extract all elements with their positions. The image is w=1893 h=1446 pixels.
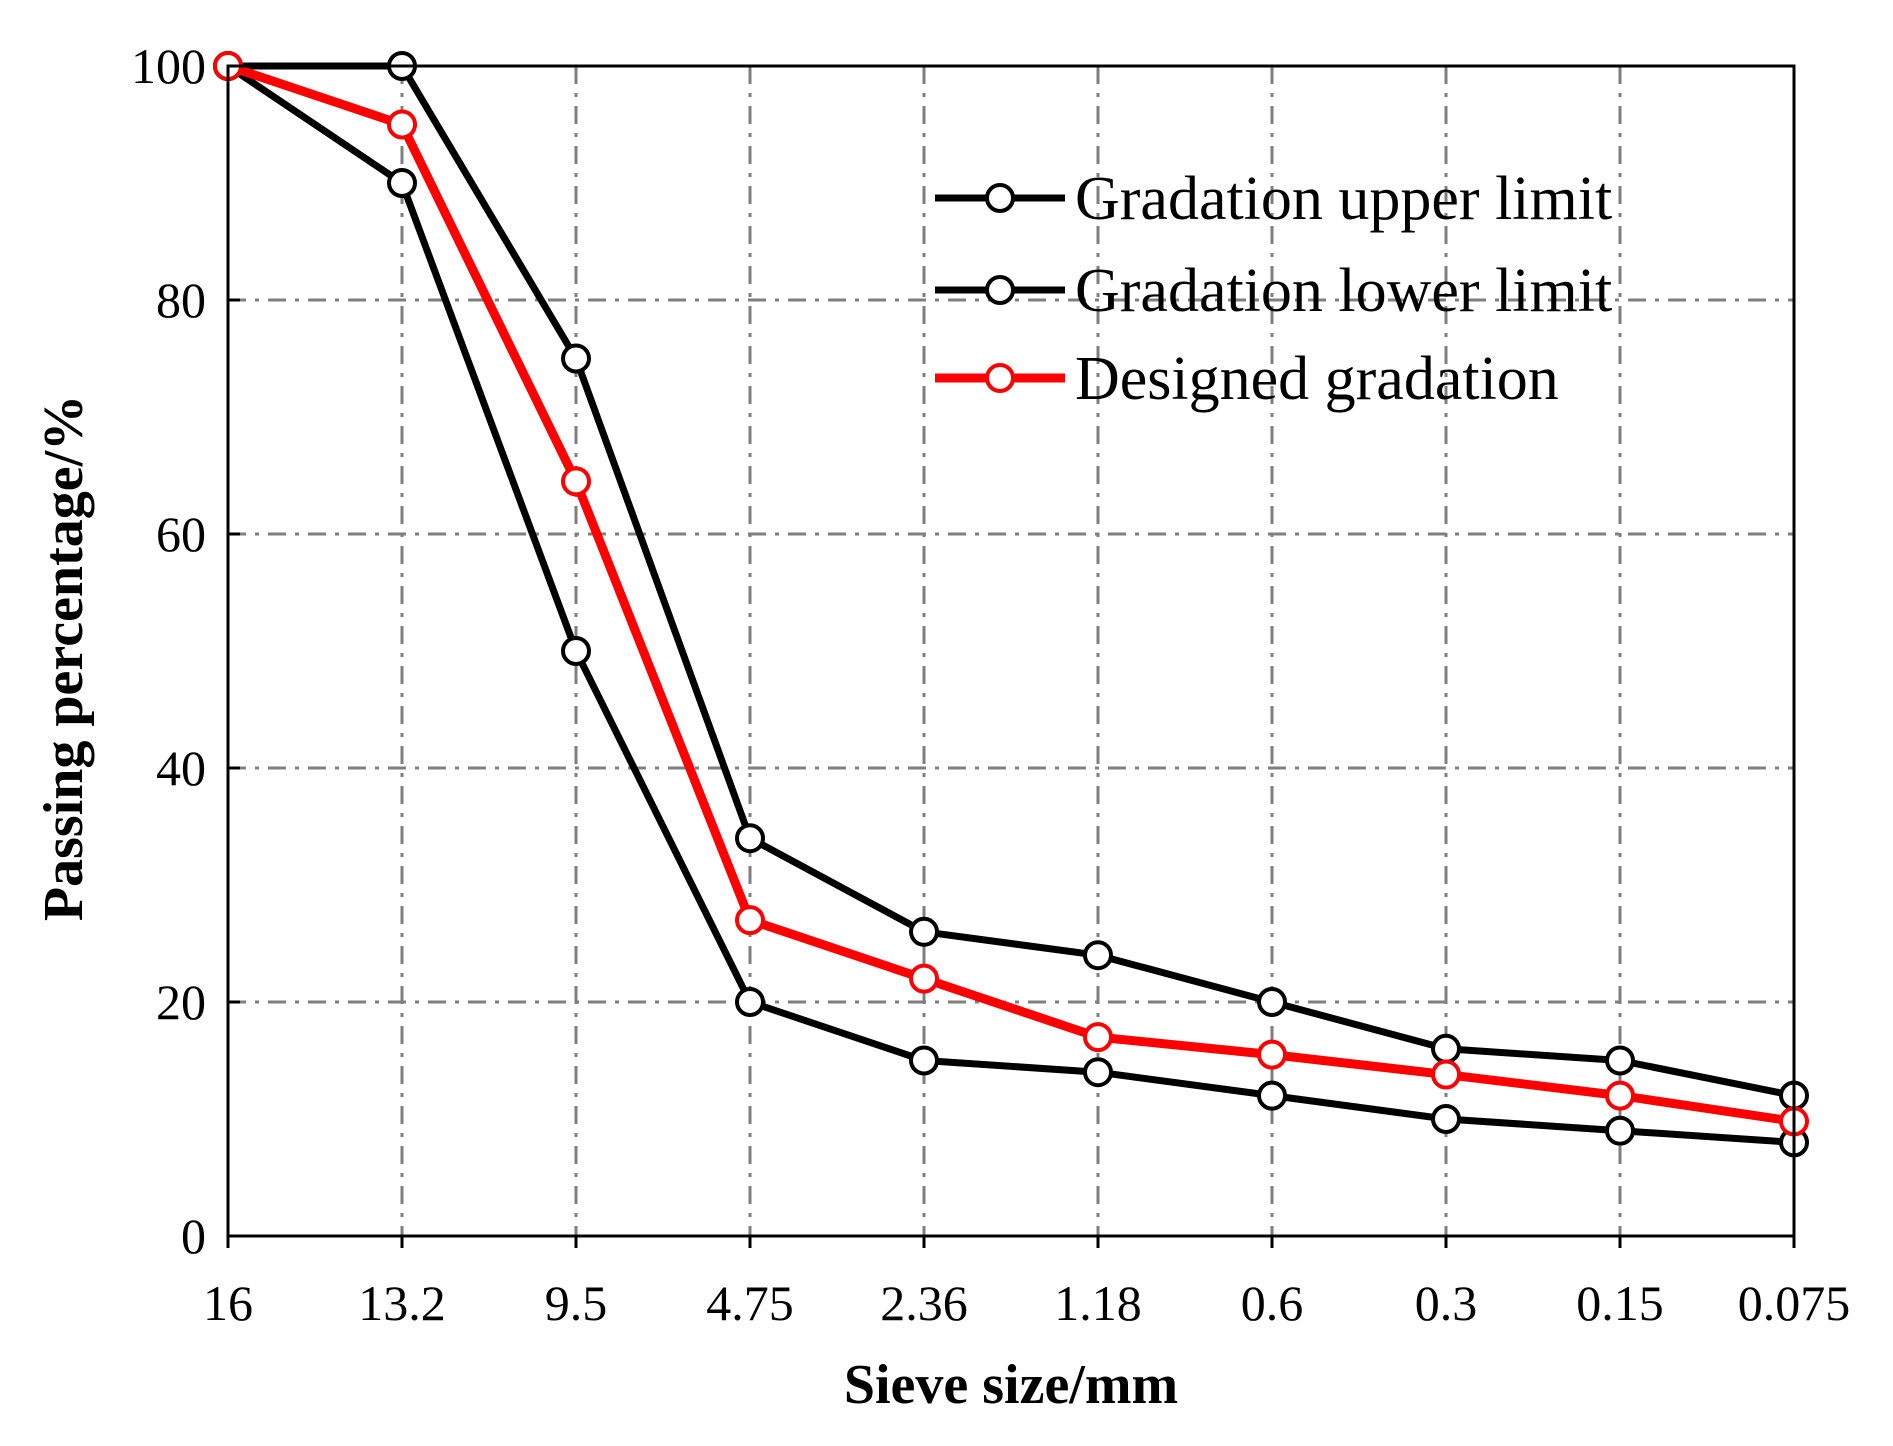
y-tick-label: 80 <box>156 272 206 328</box>
legend-label: Gradation lower limit <box>1075 257 1612 325</box>
x-axis-title: Sieve size/mm <box>844 1354 1178 1416</box>
x-tick-label: 0.075 <box>1738 1275 1851 1331</box>
data-point <box>735 905 765 936</box>
x-tick-label: 1.18 <box>1054 1275 1142 1331</box>
x-tick-label: 16 <box>203 1275 253 1331</box>
legend-label: Designed gradation <box>1075 345 1559 413</box>
data-point <box>1605 1080 1635 1111</box>
series-line-1 <box>224 62 1798 1100</box>
data-point <box>387 168 417 198</box>
data-point <box>561 466 591 497</box>
data-point <box>1605 1115 1635 1146</box>
series-lines <box>213 51 1809 1158</box>
x-tick-label: 0.15 <box>1576 1275 1664 1331</box>
data-point <box>1431 1033 1461 1064</box>
x-tick-label: 0.3 <box>1415 1275 1478 1331</box>
data-point <box>735 823 765 854</box>
legend-label: Gradation upper limit <box>1075 165 1612 233</box>
data-point <box>909 963 939 994</box>
axis-ticks: 0 20 40 60 80 100 16 13.2 9.5 4.75 2.36 1.18 0.6 0.3 0… <box>131 38 1850 1331</box>
x-tick-label: 0.6 <box>1241 1275 1304 1331</box>
y-tick-label: 20 <box>156 974 206 1030</box>
data-point <box>1083 1057 1113 1088</box>
data-point <box>909 916 939 947</box>
x-tick-label: 13.2 <box>358 1275 446 1331</box>
series-line-2 <box>224 62 1798 1146</box>
plot-frame <box>226 64 1796 1238</box>
data-point <box>735 987 765 1017</box>
data-point <box>1431 1059 1461 1090</box>
legend-marker <box>985 275 1015 305</box>
legend-marker <box>985 183 1015 213</box>
series-line-3 <box>223 61 1799 1126</box>
y-tick-label: 0 <box>181 1208 206 1264</box>
data-point <box>561 343 591 374</box>
data-point <box>1257 987 1287 1017</box>
data-point <box>1083 1022 1113 1053</box>
x-tick-label: 2.36 <box>880 1275 968 1331</box>
data-point <box>1257 1039 1287 1070</box>
legend: Gradation upper limit Gradation lower lim… <box>935 165 1612 413</box>
x-tick-label: 4.75 <box>706 1275 794 1331</box>
data-point <box>909 1045 939 1076</box>
y-tick-label: 60 <box>156 506 206 562</box>
y-tick-label: 100 <box>131 38 206 94</box>
legend-marker <box>985 363 1015 393</box>
data-point <box>1431 1104 1461 1134</box>
x-tick-label: 9.5 <box>545 1275 608 1331</box>
data-point <box>1083 940 1113 971</box>
data-point <box>561 636 591 666</box>
y-tick-label: 40 <box>156 740 206 796</box>
y-axis-title: Passing percentage/% <box>33 395 95 921</box>
data-point <box>1257 1080 1287 1111</box>
data-point <box>1605 1045 1635 1076</box>
data-point <box>387 109 417 140</box>
